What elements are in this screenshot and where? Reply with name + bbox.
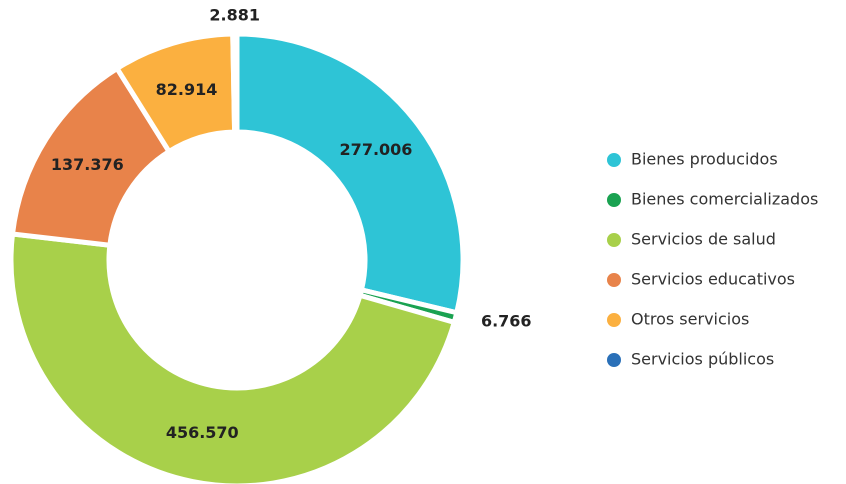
legend-label: Servicios de salud (631, 230, 776, 249)
value-label: 456.570 (166, 423, 239, 442)
value-label: 82.914 (156, 80, 218, 99)
legend-label: Bienes producidos (631, 150, 778, 169)
legend-swatch (607, 313, 621, 327)
legend-swatch (607, 153, 621, 167)
legend-label: Otros servicios (631, 310, 749, 329)
value-label: 6.766 (481, 312, 532, 331)
legend-label: Servicios educativos (631, 270, 795, 289)
legend-label: Bienes comercializados (631, 190, 818, 209)
value-label: 137.376 (51, 155, 124, 174)
legend-swatch (607, 233, 621, 247)
legend-swatch (607, 193, 621, 207)
legend-swatch (607, 353, 621, 367)
legend-swatch (607, 273, 621, 287)
value-label: 2.881 (209, 6, 260, 25)
donut-slice (8, 231, 458, 484)
legend-label: Servicios públicos (631, 350, 774, 369)
donut-slice (230, 31, 240, 135)
donut-slice (234, 31, 466, 316)
value-label: 277.006 (340, 140, 413, 159)
